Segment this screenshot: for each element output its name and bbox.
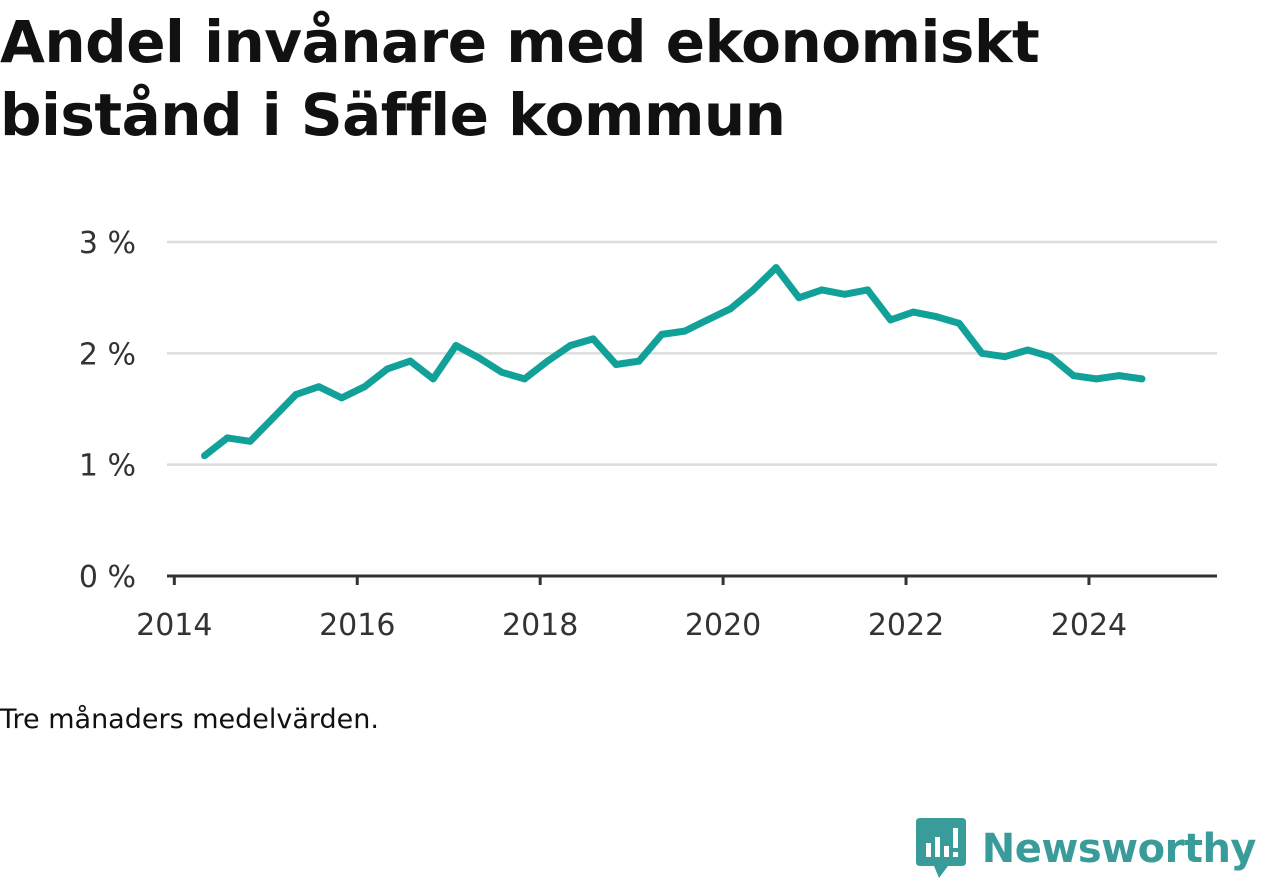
data-point: [429, 375, 437, 383]
x-tick-label: 2016: [319, 608, 395, 643]
data-point: [1092, 375, 1100, 383]
newsworthy-logo-icon: [915, 818, 966, 878]
x-axis: [167, 574, 1217, 585]
data-point: [795, 294, 803, 302]
data-point: [978, 349, 986, 357]
data-point: [1001, 353, 1009, 361]
data-point: [566, 342, 574, 349]
footnote: Tre månaders medelvärden.: [0, 704, 379, 735]
data-point: [201, 452, 208, 460]
data-point: [841, 290, 849, 298]
data-point: [246, 437, 254, 445]
data-point: [909, 308, 917, 316]
brand-logo: Newsworthy: [915, 818, 1257, 880]
data-point: [338, 394, 346, 402]
series-line-0: [202, 264, 1143, 459]
y-tick-label: 3 %: [79, 226, 136, 261]
data-point: [475, 354, 483, 362]
y-axis-labels: 0 % 1 % 2 % 3 %: [79, 226, 136, 595]
data-point: [452, 342, 460, 349]
data-point: [383, 365, 391, 373]
data-point: [658, 330, 666, 338]
data-point: [223, 434, 231, 442]
x-tick-label: 2020: [685, 608, 761, 643]
y-tick-label: 0 %: [79, 560, 136, 595]
x-tick-label: 2022: [868, 608, 944, 643]
data-point: [932, 313, 940, 321]
line-chart: 0 % 1 % 2 % 3 % 2014 2016 2018 2020 2022 2024: [79, 226, 1217, 643]
data-point: [818, 286, 826, 294]
data-point: [704, 316, 711, 324]
data-point: [315, 383, 323, 391]
y-tick-label: 1 %: [79, 449, 136, 484]
data-point: [887, 316, 894, 324]
data-point: [498, 368, 506, 376]
data-point: [681, 327, 689, 335]
data-point: [772, 264, 780, 272]
data-point: [589, 335, 597, 343]
data-point: [749, 286, 757, 294]
data-point: [406, 357, 414, 365]
data-point: [292, 391, 300, 398]
x-tick-label: 2018: [502, 608, 578, 643]
x-tick-label: 2014: [136, 608, 212, 643]
x-tick-label: 2024: [1051, 608, 1127, 643]
data-point: [521, 375, 529, 383]
y-tick-label: 2 %: [79, 337, 136, 372]
series: [201, 264, 1146, 460]
data-point: [635, 357, 643, 365]
data-point: [1115, 372, 1123, 380]
data-point: [269, 414, 277, 422]
data-point: [544, 357, 551, 365]
data-point: [612, 361, 620, 368]
data-point: [726, 305, 734, 313]
data-point: [955, 319, 963, 327]
data-point: [361, 383, 369, 391]
x-axis-labels: 2014 2016 2018 2020 2022 2024: [136, 608, 1127, 643]
data-point: [1047, 353, 1054, 361]
data-point: [1069, 372, 1077, 380]
chart-title: Andel invånare med ekonomiskt bistånd i …: [0, 8, 1040, 149]
data-point: [1024, 346, 1032, 354]
gridlines: [167, 240, 1217, 466]
brand-name: Newsworthy: [981, 826, 1257, 872]
data-point: [1138, 375, 1146, 383]
data-point: [864, 286, 872, 294]
